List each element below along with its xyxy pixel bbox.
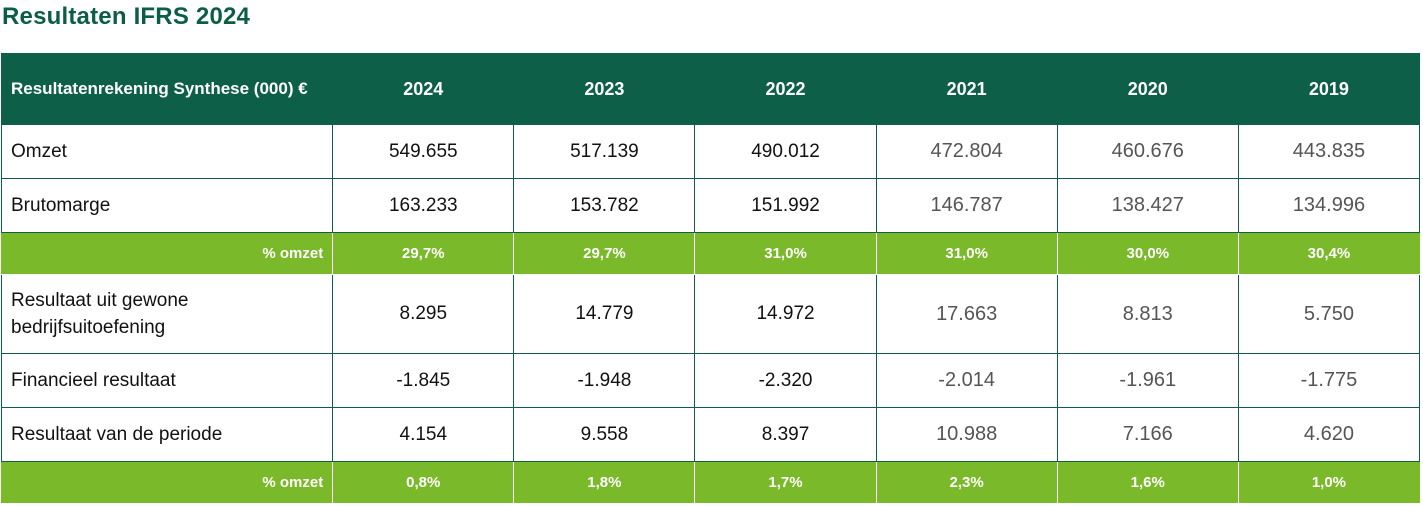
table-cell: 5.750: [1237, 274, 1421, 354]
table-row: Brutomarge 163.233 153.782 151.992 146.7…: [0, 178, 1421, 233]
table-cell: 4.620: [1237, 407, 1421, 462]
table-cell: -1.961: [1056, 353, 1239, 408]
results-table: Resultatenrekening Synthese (000) € 2024…: [0, 53, 1421, 504]
table-cell: 2,3%: [875, 461, 1058, 504]
table-cell: 163.233: [332, 178, 515, 233]
table-row: Resultaat van de periode 4.154 9.558 8.3…: [0, 407, 1421, 462]
table-cell: -2.320: [694, 353, 877, 408]
table-cell: 460.676: [1056, 124, 1239, 179]
header-year: 2022: [694, 53, 877, 125]
table-cell: 30,4%: [1237, 232, 1421, 275]
table-cell: 517.139: [513, 124, 696, 179]
table-cell: -1.775: [1237, 353, 1421, 408]
row-label: Resultaat van de periode: [0, 407, 334, 462]
header-year: 2019: [1237, 53, 1421, 125]
row-label: % omzet: [0, 232, 334, 275]
table-cell: 17.663: [875, 274, 1058, 354]
table-cell: 29,7%: [332, 232, 515, 275]
header-year: 2021: [875, 53, 1058, 125]
table-cell: 31,0%: [694, 232, 877, 275]
row-label: % omzet: [0, 461, 334, 504]
header-year: 2023: [513, 53, 696, 125]
percentage-row: % omzet 0,8% 1,8% 1,7% 2,3% 1,6% 1,0%: [0, 461, 1421, 504]
table-row: Resultaat uit gewone bedrijfsuitoefening…: [0, 274, 1421, 354]
table-cell: -1.845: [332, 353, 515, 408]
row-label: Omzet: [0, 124, 334, 179]
table-cell: 1,7%: [694, 461, 877, 504]
table-cell: 8.397: [694, 407, 877, 462]
table-cell: 134.996: [1237, 178, 1421, 233]
table-cell: 14.779: [513, 274, 696, 354]
header-label: Resultatenrekening Synthese (000) €: [0, 53, 334, 125]
percentage-row: % omzet 29,7% 29,7% 31,0% 31,0% 30,0% 30…: [0, 232, 1421, 275]
table-cell: 549.655: [332, 124, 515, 179]
table-cell: 472.804: [875, 124, 1058, 179]
table-cell: 8.813: [1056, 274, 1239, 354]
page-title: Resultaten IFRS 2024: [2, 3, 251, 30]
table-cell: 7.166: [1056, 407, 1239, 462]
table-cell: 29,7%: [513, 232, 696, 275]
table-cell: 14.972: [694, 274, 877, 354]
table-cell: -2.014: [875, 353, 1058, 408]
table-cell: 30,0%: [1056, 232, 1239, 275]
table-cell: 153.782: [513, 178, 696, 233]
table-cell: 138.427: [1056, 178, 1239, 233]
row-label: Brutomarge: [0, 178, 334, 233]
table-cell: 1,0%: [1237, 461, 1421, 504]
row-label: Resultaat uit gewone bedrijfsuitoefening: [0, 274, 334, 354]
table-cell: 0,8%: [332, 461, 515, 504]
table-cell: 31,0%: [875, 232, 1058, 275]
table-cell: 10.988: [875, 407, 1058, 462]
header-year: 2020: [1056, 53, 1239, 125]
table-cell: -1.948: [513, 353, 696, 408]
table-row: Financieel resultaat -1.845 -1.948 -2.32…: [0, 353, 1421, 408]
table-cell: 9.558: [513, 407, 696, 462]
table-cell: 443.835: [1237, 124, 1421, 179]
table-cell: 4.154: [332, 407, 515, 462]
table-cell: 490.012: [694, 124, 877, 179]
row-label: Financieel resultaat: [0, 353, 334, 408]
header-year: 2024: [332, 53, 515, 125]
table-cell: 151.992: [694, 178, 877, 233]
table-cell: 8.295: [332, 274, 515, 354]
header-row: Resultatenrekening Synthese (000) € 2024…: [0, 53, 1421, 125]
table-cell: 1,8%: [513, 461, 696, 504]
table-cell: 1,6%: [1056, 461, 1239, 504]
table-cell: 146.787: [875, 178, 1058, 233]
table-row: Omzet 549.655 517.139 490.012 472.804 46…: [0, 124, 1421, 179]
